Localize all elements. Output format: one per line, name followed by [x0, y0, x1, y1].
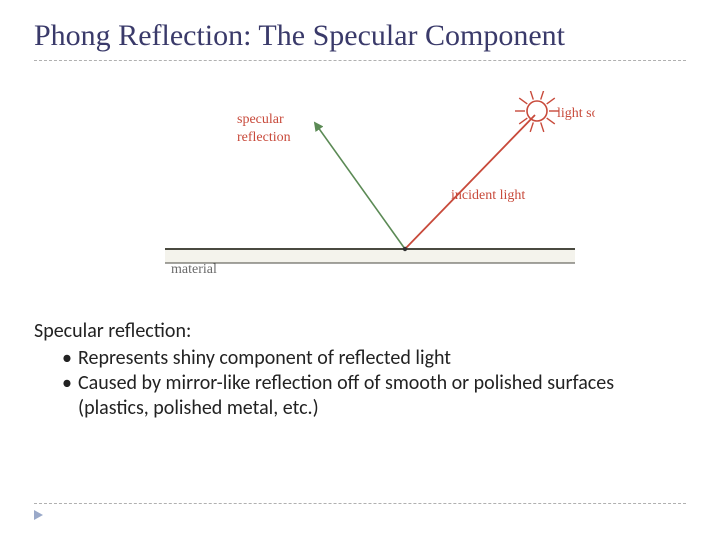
slide-footer: [34, 503, 686, 520]
footer-divider: [34, 503, 686, 504]
page-title: Phong Reflection: The Specular Component: [34, 18, 686, 54]
diagram-container: light source incident light specular reflec…: [34, 91, 686, 281]
reflected-ray: [315, 123, 405, 249]
body-bullet: Caused by mirror-like reflection off of …: [62, 371, 686, 421]
sun-icon: [527, 101, 547, 121]
body-bullet: Represents shiny component of reflected …: [62, 346, 686, 371]
specular-diagram: light source incident light specular reflec…: [125, 91, 595, 281]
material-surface: [165, 249, 575, 263]
light-source-label: light source: [557, 106, 595, 121]
body-bullets: Represents shiny component of reflected …: [34, 346, 686, 421]
body-subhead: Specular reflection:: [34, 319, 686, 344]
incident-ray: [405, 115, 535, 249]
incident-light-label: incident light: [451, 188, 525, 203]
specular-label-2: reflection: [237, 130, 291, 145]
specular-label-1: specular: [237, 112, 284, 127]
body-text: Specular reflection: Represents shiny co…: [34, 319, 686, 421]
material-label: material: [171, 262, 217, 277]
slide-marker-icon: [34, 510, 43, 520]
title-divider: [34, 60, 686, 61]
contact-point: [403, 247, 407, 251]
